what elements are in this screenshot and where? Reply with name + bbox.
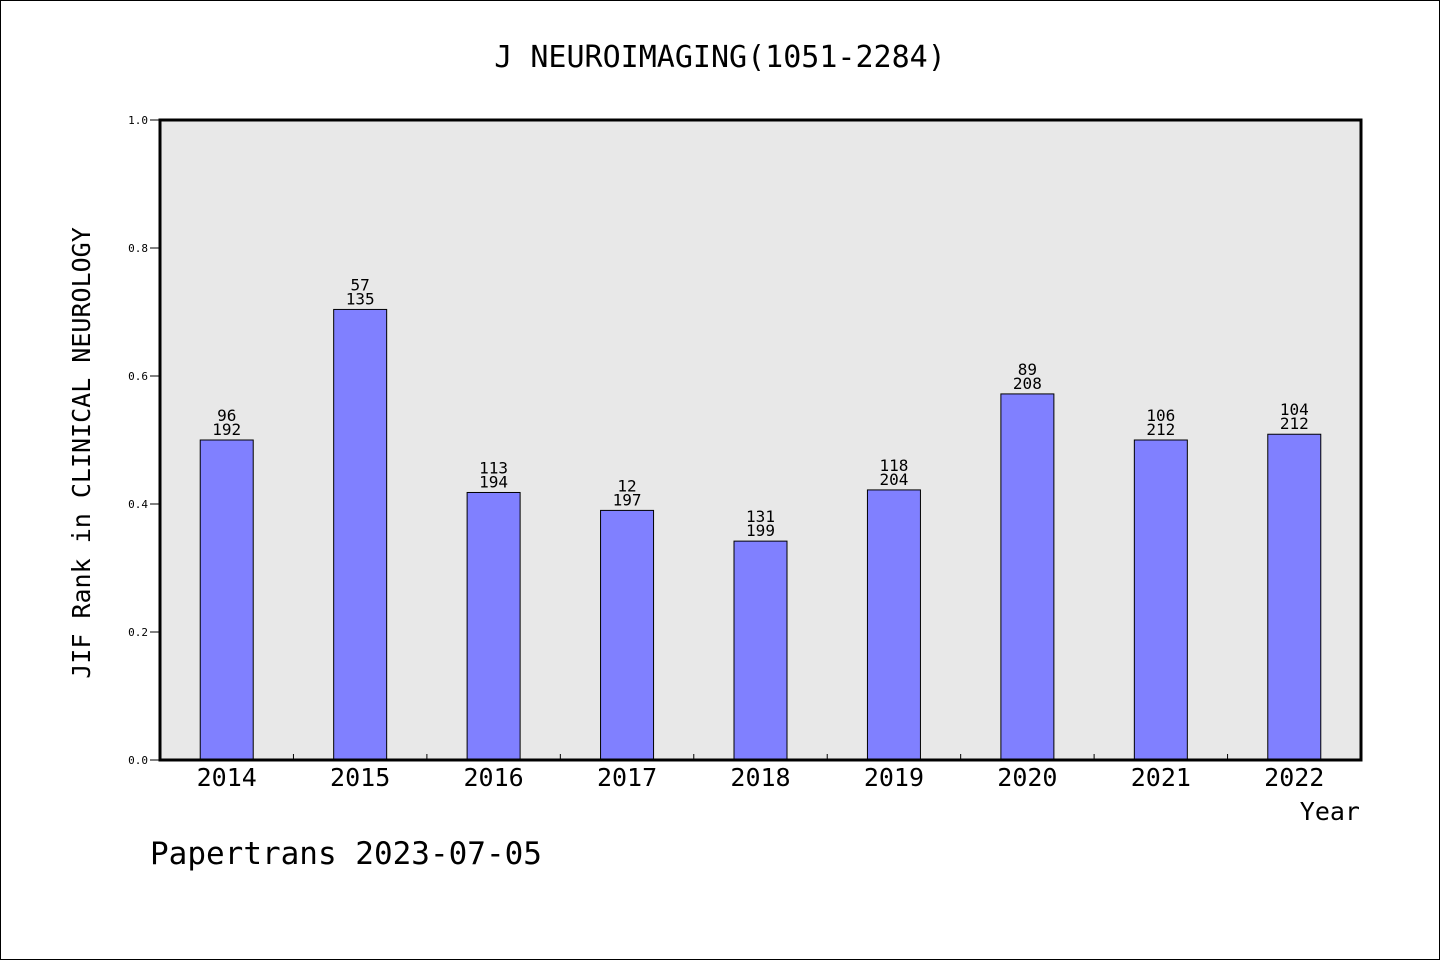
x-axis-label: Year: [1300, 797, 1360, 826]
bar-rank-label: 12: [617, 476, 636, 495]
bar-2017: [600, 509, 655, 761]
bar-rank-label: 104: [1280, 400, 1309, 419]
bar-2018: [733, 540, 788, 761]
bar-total-label: 212: [1280, 414, 1309, 433]
bar-total-label: 194: [479, 472, 508, 491]
x-tick-label: 2015: [330, 763, 390, 792]
bar-2020: [1000, 393, 1055, 761]
x-tick-label: 2018: [730, 763, 790, 792]
bar-2016: [466, 491, 521, 761]
bar-total-label: 212: [1146, 420, 1175, 439]
bar-rank-label: 131: [746, 507, 775, 526]
x-tick-label: 2019: [864, 763, 924, 792]
y-tick-label: 0.6: [128, 370, 148, 383]
bar-2022: [1267, 433, 1322, 761]
bar-2014: [199, 439, 254, 761]
x-tick-label: 2017: [597, 763, 657, 792]
y-tick-label: 0.2: [128, 626, 148, 639]
bar-rank-label: 118: [879, 456, 908, 475]
bar-2021: [1133, 439, 1188, 761]
y-tick-label: 0.0: [128, 754, 148, 767]
x-tick-label: 2022: [1264, 763, 1324, 792]
x-tick-label: 2016: [464, 763, 524, 792]
bar-total-label: 197: [613, 490, 642, 509]
bar-total-label: 135: [346, 289, 375, 308]
bar-rank-label: 106: [1146, 406, 1175, 425]
bar-total-label: 192: [212, 420, 241, 439]
bar-total-label: 204: [879, 470, 908, 489]
chart-title: J NEUROIMAGING(1051-2284): [494, 40, 946, 75]
footer-text: Papertrans 2023-07-05: [150, 836, 542, 872]
y-axis-label: JIF Rank in CLINICAL NEUROLOGY: [67, 227, 96, 679]
x-tick-label: 2021: [1131, 763, 1191, 792]
bar-rank-label: 96: [217, 406, 236, 425]
bar-2019: [866, 489, 921, 761]
bar-rank-label: 57: [351, 275, 370, 294]
plot-border: [158, 118, 1363, 762]
x-tick-label: 2020: [997, 763, 1057, 792]
y-tick-label: 0.8: [128, 242, 148, 255]
y-tick-label: 0.4: [128, 498, 148, 511]
bar-total-label: 208: [1013, 374, 1042, 393]
x-tick-label: 2014: [197, 763, 257, 792]
bar-rank-label: 89: [1018, 360, 1037, 379]
bar-rank-label: 113: [479, 458, 508, 477]
bar-total-label: 199: [746, 521, 775, 540]
y-tick-label: 1.0: [128, 114, 148, 127]
bar-2015: [333, 308, 388, 761]
